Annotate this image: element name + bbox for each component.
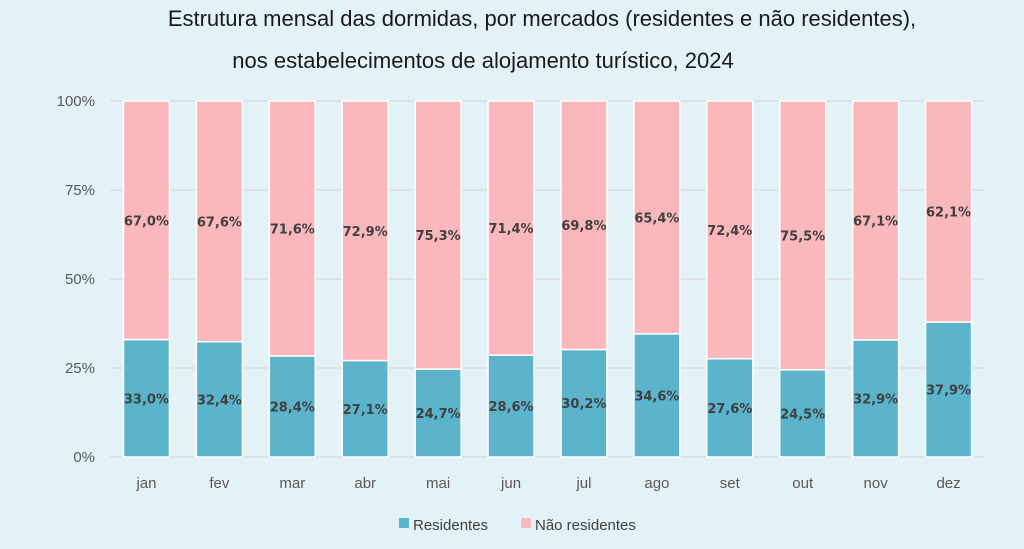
data-label: 24,7% [416,407,461,422]
bar-residentes-jun [487,354,535,458]
x-tick-label: dez [936,475,960,492]
x-tick-label: fev [209,475,230,492]
data-label: 72,9% [343,225,388,240]
data-label: 67,0% [124,214,169,229]
bar-nao-residentes-set [706,100,754,360]
bar-nao-residentes-out [778,100,827,371]
bar-residentes-out [778,369,827,458]
bar-nao-residentes-abr [341,100,389,362]
bar-residentes-ago [633,333,681,458]
x-tick-label: nov [864,475,889,492]
bar-nao-residentes-fev [195,100,244,343]
bar-nao-residentes-jun [487,100,535,356]
bar-residentes-jan [122,338,171,458]
x-tick-label: mai [426,475,450,492]
bars: 33,0% 67,0% 32,4% 67,6% 28,4% 71,6% 27,1% 72,9%… [122,100,973,458]
bar-nao-residentes-mai [414,100,462,370]
data-label: 62,1% [926,206,971,221]
bar-residentes-nov [851,339,900,458]
bar-residentes-fev [195,340,244,458]
gridlines [110,100,985,458]
legend-swatch-nao-residentes [521,518,531,528]
x-tick-label: mar [279,475,305,492]
data-label: 28,6% [488,400,533,415]
data-label: 27,6% [707,402,752,417]
data-label: 67,6% [197,215,242,230]
bar-nao-residentes-nov [851,100,900,341]
data-label: 71,6% [270,222,315,237]
x-tick-label: out [792,475,814,492]
data-label: 69,8% [561,219,606,234]
bar-nao-residentes-jan [122,100,171,341]
data-label: 71,4% [488,222,533,237]
x-tick-label: jul [575,475,591,492]
legend-label-nao-residentes: Não residentes [535,517,636,534]
y-axis: 0% 25% 50% 75% 100% [57,93,95,466]
data-label: 37,9% [926,384,971,399]
x-tick-label: ago [644,475,669,492]
data-label: 75,5% [780,229,825,244]
y-tick-label: 25% [65,360,95,377]
bar-residentes-jul [560,348,608,458]
data-label: 32,4% [197,393,242,408]
data-label: 65,4% [634,211,679,226]
x-tick-label: set [720,475,741,492]
data-label: 33,0% [124,392,169,407]
chart-title-line-2: nos estabelecimentos de alojamento turís… [232,48,733,73]
data-label: 67,1% [853,214,898,229]
bar-nao-residentes-dez [924,100,973,323]
legend: Residentes Não residentes [399,517,636,534]
bar-nao-residentes-mar [268,100,317,357]
bar-nao-residentes-jul [560,100,608,351]
data-label: 24,5% [780,407,825,422]
x-tick-label: abr [354,475,376,492]
data-label: 30,2% [561,397,606,412]
bar-residentes-set [706,357,754,458]
x-axis: jan fev mar abr mai jun jul ago set out nov dez [135,475,960,492]
bar-nao-residentes-ago [633,100,681,335]
bar-residentes-mai [414,368,462,458]
legend-swatch-residentes [399,518,409,528]
data-label: 27,1% [343,403,388,418]
data-label: 72,4% [707,224,752,239]
chart-title-line-1: Estrutura mensal das dormidas, por merca… [168,6,916,31]
y-tick-label: 50% [65,271,95,288]
data-label: 75,3% [416,229,461,244]
x-tick-label: jan [135,475,156,492]
legend-label-residentes: Residentes [413,517,488,534]
data-label: 34,6% [634,389,679,404]
y-tick-label: 0% [73,449,95,466]
y-tick-label: 100% [57,93,95,110]
bar-residentes-mar [268,355,317,458]
y-tick-label: 75% [65,182,95,199]
data-label: 28,4% [270,400,315,415]
x-tick-label: jun [500,475,521,492]
data-label: 32,9% [853,392,898,407]
